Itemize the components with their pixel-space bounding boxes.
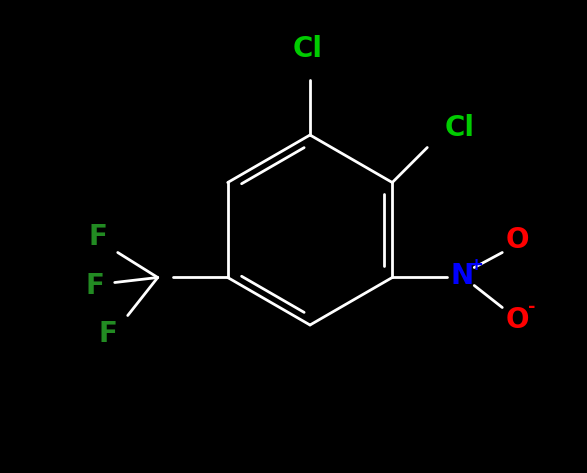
Text: F: F (88, 224, 107, 252)
Text: Cl: Cl (293, 35, 323, 63)
Text: -: - (528, 298, 535, 316)
Text: F: F (85, 272, 104, 299)
Text: F: F (98, 321, 117, 349)
Text: O: O (505, 306, 529, 333)
Text: Cl: Cl (444, 114, 474, 141)
Text: O: O (505, 227, 529, 254)
Text: +: + (468, 255, 483, 273)
Text: N: N (451, 262, 474, 289)
